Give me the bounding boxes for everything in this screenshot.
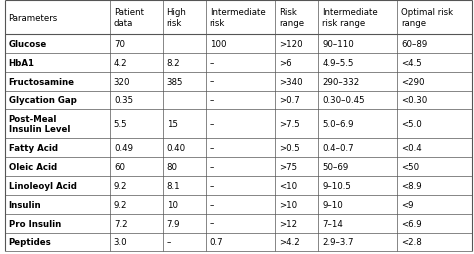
Text: 5.0–6.9: 5.0–6.9 bbox=[322, 120, 354, 129]
Text: 0.7: 0.7 bbox=[210, 237, 223, 247]
Text: High
risk: High risk bbox=[166, 8, 186, 28]
Bar bbox=[5, 35, 472, 54]
Text: >120: >120 bbox=[279, 40, 303, 49]
Text: –: – bbox=[210, 219, 214, 228]
Text: <4.5: <4.5 bbox=[401, 58, 422, 67]
Text: >4.2: >4.2 bbox=[279, 237, 300, 247]
Text: Patient
data: Patient data bbox=[114, 8, 144, 28]
Text: –: – bbox=[210, 58, 214, 67]
Bar bbox=[5, 54, 472, 72]
Text: <2.8: <2.8 bbox=[401, 237, 422, 247]
Text: Risk
range: Risk range bbox=[279, 8, 304, 28]
Text: >75: >75 bbox=[279, 162, 297, 171]
Text: 8.1: 8.1 bbox=[166, 181, 180, 190]
Bar bbox=[5, 138, 472, 157]
Text: <9: <9 bbox=[401, 200, 414, 209]
Text: 70: 70 bbox=[114, 40, 125, 49]
Text: 90–110: 90–110 bbox=[322, 40, 354, 49]
Bar bbox=[5, 214, 472, 233]
Text: –: – bbox=[210, 200, 214, 209]
Text: 7.9: 7.9 bbox=[166, 219, 180, 228]
Text: 9–10.5: 9–10.5 bbox=[322, 181, 351, 190]
Text: Intermediate
risk: Intermediate risk bbox=[210, 8, 265, 28]
Bar bbox=[5, 72, 472, 91]
Text: 0.30–0.45: 0.30–0.45 bbox=[322, 96, 365, 105]
Text: 2.9–3.7: 2.9–3.7 bbox=[322, 237, 354, 247]
Text: 7–14: 7–14 bbox=[322, 219, 343, 228]
Text: 9.2: 9.2 bbox=[114, 200, 128, 209]
Text: –: – bbox=[210, 144, 214, 152]
Text: >340: >340 bbox=[279, 77, 303, 86]
Text: >10: >10 bbox=[279, 200, 297, 209]
Bar bbox=[5, 157, 472, 176]
Text: <5.0: <5.0 bbox=[401, 120, 422, 129]
Text: >12: >12 bbox=[279, 219, 297, 228]
Text: <6.9: <6.9 bbox=[401, 219, 422, 228]
Text: Oleic Acid: Oleic Acid bbox=[9, 162, 57, 171]
Text: <50: <50 bbox=[401, 162, 419, 171]
Text: 3.0: 3.0 bbox=[114, 237, 128, 247]
Text: 9–10: 9–10 bbox=[322, 200, 343, 209]
Bar bbox=[5, 176, 472, 195]
Text: Glucose: Glucose bbox=[9, 40, 47, 49]
Text: 100: 100 bbox=[210, 40, 226, 49]
Text: Peptides: Peptides bbox=[9, 237, 51, 247]
Text: –: – bbox=[210, 77, 214, 86]
Text: –: – bbox=[166, 237, 171, 247]
Text: HbA1: HbA1 bbox=[9, 58, 35, 67]
Bar bbox=[5, 195, 472, 214]
Text: –: – bbox=[210, 120, 214, 129]
Text: 4.9–5.5: 4.9–5.5 bbox=[322, 58, 354, 67]
Text: <0.30: <0.30 bbox=[401, 96, 428, 105]
Text: 0.4–0.7: 0.4–0.7 bbox=[322, 144, 354, 152]
Text: 0.40: 0.40 bbox=[166, 144, 186, 152]
Text: Insulin: Insulin bbox=[9, 200, 41, 209]
Text: Post-Meal
Insulin Level: Post-Meal Insulin Level bbox=[9, 115, 70, 134]
Text: 15: 15 bbox=[166, 120, 178, 129]
Text: <8.9: <8.9 bbox=[401, 181, 422, 190]
Text: 80: 80 bbox=[166, 162, 178, 171]
Text: <0.4: <0.4 bbox=[401, 144, 422, 152]
Bar bbox=[5, 1, 472, 35]
Text: 4.2: 4.2 bbox=[114, 58, 128, 67]
Text: Intermediate
risk range: Intermediate risk range bbox=[322, 8, 378, 28]
Text: –: – bbox=[210, 96, 214, 105]
Text: 10: 10 bbox=[166, 200, 178, 209]
Text: Parameters: Parameters bbox=[9, 13, 58, 22]
Text: <10: <10 bbox=[279, 181, 297, 190]
Text: 8.2: 8.2 bbox=[166, 58, 180, 67]
Text: 9.2: 9.2 bbox=[114, 181, 128, 190]
Text: –: – bbox=[210, 181, 214, 190]
Text: 50–69: 50–69 bbox=[322, 162, 348, 171]
Text: Glycation Gap: Glycation Gap bbox=[9, 96, 76, 105]
Text: Pro Insulin: Pro Insulin bbox=[9, 219, 61, 228]
Text: 385: 385 bbox=[166, 77, 183, 86]
Text: 290–332: 290–332 bbox=[322, 77, 359, 86]
Bar bbox=[5, 110, 472, 138]
Text: >0.7: >0.7 bbox=[279, 96, 300, 105]
Text: 7.2: 7.2 bbox=[114, 219, 128, 228]
Text: 0.49: 0.49 bbox=[114, 144, 133, 152]
Text: Linoleoyl Acid: Linoleoyl Acid bbox=[9, 181, 76, 190]
Text: 5.5: 5.5 bbox=[114, 120, 128, 129]
Text: 60: 60 bbox=[114, 162, 125, 171]
Text: Fatty Acid: Fatty Acid bbox=[9, 144, 57, 152]
Text: 320: 320 bbox=[114, 77, 130, 86]
Text: 60–89: 60–89 bbox=[401, 40, 428, 49]
Text: Optimal risk
range: Optimal risk range bbox=[401, 8, 453, 28]
Text: –: – bbox=[210, 162, 214, 171]
Bar bbox=[5, 91, 472, 110]
Text: <290: <290 bbox=[401, 77, 425, 86]
Text: 0.35: 0.35 bbox=[114, 96, 133, 105]
Bar bbox=[5, 233, 472, 251]
Text: Fructosamine: Fructosamine bbox=[9, 77, 74, 86]
Text: >6: >6 bbox=[279, 58, 292, 67]
Text: >0.5: >0.5 bbox=[279, 144, 300, 152]
Text: >7.5: >7.5 bbox=[279, 120, 300, 129]
